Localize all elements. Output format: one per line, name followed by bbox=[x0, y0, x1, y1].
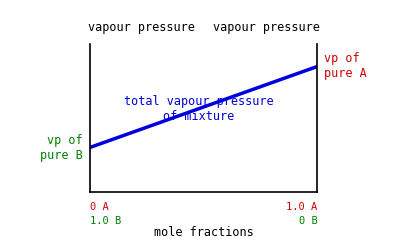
Text: 0 A: 0 A bbox=[90, 202, 108, 212]
Text: 0 B: 0 B bbox=[299, 216, 317, 227]
Text: 1.0 B: 1.0 B bbox=[90, 216, 121, 227]
Text: vp of
pure B: vp of pure B bbox=[40, 134, 83, 162]
Text: 1.0 A: 1.0 A bbox=[286, 202, 317, 212]
Text: mole fractions: mole fractions bbox=[153, 226, 254, 239]
Text: vp of
pure A: vp of pure A bbox=[324, 52, 367, 80]
Text: total vapour pressure
of mixture: total vapour pressure of mixture bbox=[124, 95, 274, 123]
Text: vapour pressure: vapour pressure bbox=[88, 21, 195, 34]
Text: vapour pressure: vapour pressure bbox=[212, 21, 319, 34]
